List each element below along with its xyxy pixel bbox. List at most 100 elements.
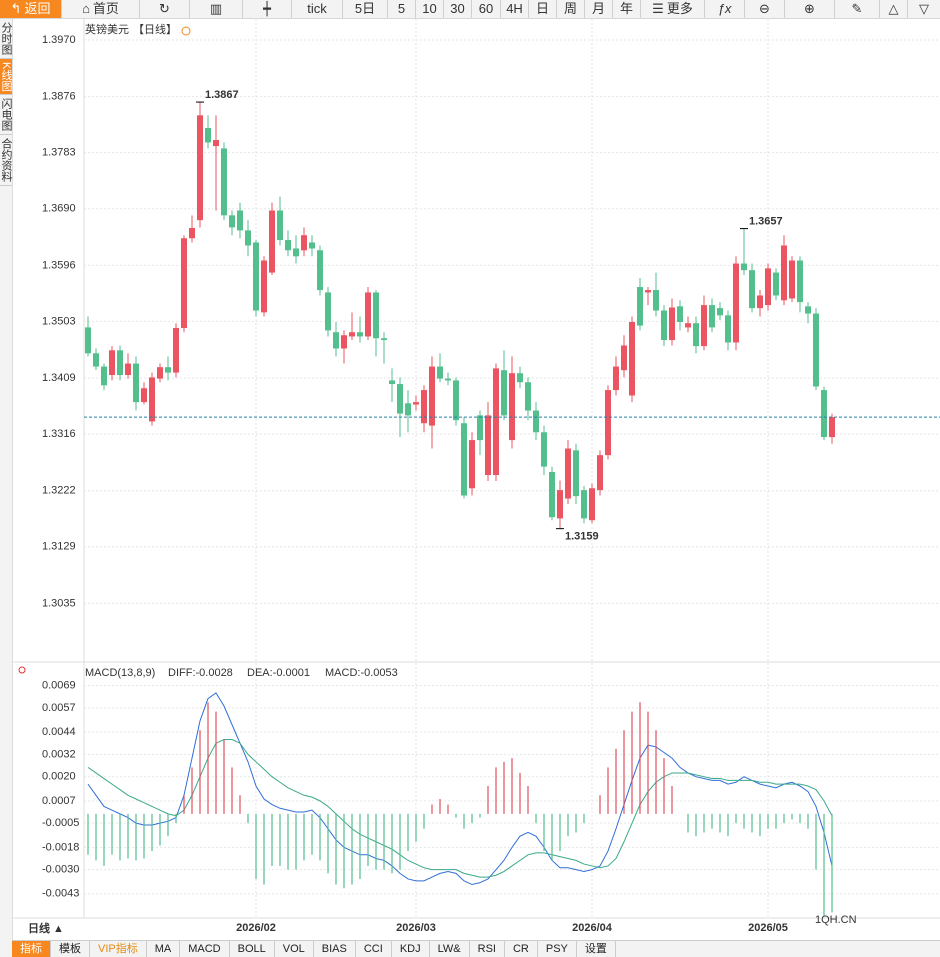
y-tick-label: 1.3222	[42, 485, 76, 497]
side-tab[interactable]: 合约资料	[0, 135, 12, 187]
y-tick-label: 1.3129	[42, 541, 76, 553]
candle-body	[813, 313, 819, 387]
period-60[interactable]: 60	[472, 0, 501, 18]
indicator-title: MACD(13,8,9)	[85, 667, 155, 679]
candle-body	[829, 417, 835, 438]
indicator-tab[interactable]: KDJ	[392, 941, 430, 957]
period-tick[interactable]: tick	[292, 0, 343, 18]
candle-body	[469, 440, 475, 489]
candle-body	[373, 292, 379, 339]
y-tick-label: 1.3783	[42, 147, 76, 159]
candle-body	[549, 472, 555, 518]
indicator-tab[interactable]: BOLL	[230, 941, 275, 957]
candle-body	[525, 382, 531, 411]
indicator-tab[interactable]: VIP指标	[90, 941, 147, 957]
candle-body	[397, 384, 403, 414]
indicator-tab[interactable]: LW&	[430, 941, 470, 957]
y-tick-label: 0.0020	[42, 771, 76, 783]
indicator-tab[interactable]: 设置	[577, 941, 616, 957]
candle-body	[301, 235, 307, 251]
extreme-label: 1.3657	[749, 215, 783, 227]
candle-body	[605, 390, 611, 456]
candle-body	[661, 310, 667, 341]
candle-body	[381, 338, 387, 341]
period-week[interactable]: 周	[557, 0, 585, 18]
legend-entry: MACD:-0.0053	[325, 667, 398, 679]
indicator-tab[interactable]: VOL	[275, 941, 314, 957]
zoom-out[interactable]: ⊖	[745, 0, 785, 18]
indicator-tab[interactable]: 模板	[51, 941, 90, 957]
draw-icon[interactable]: ✎	[835, 0, 880, 18]
legend-entry: DEA:-0.0001	[247, 667, 310, 679]
period-5d[interactable]: 5日	[343, 0, 388, 18]
refresh-button[interactable]: ↻	[140, 0, 190, 18]
toolbar: ↰ 返回 ⌂ 首页 ↻ ▥ ┿ tick 5日 5 10 30 60 4H 日 周 …	[0, 0, 940, 19]
candle-body	[645, 290, 651, 293]
candle-body	[613, 366, 619, 391]
back-label: 返回	[24, 1, 51, 16]
period-selector: 日线 ▲	[28, 921, 64, 935]
candle-body	[701, 305, 707, 347]
zoom-in[interactable]: ⊕	[785, 0, 835, 18]
instrument-title: 英镑美元	[85, 22, 129, 36]
macd-line	[87, 739, 833, 878]
period-5[interactable]: 5	[388, 0, 416, 18]
candle-body	[189, 227, 195, 239]
home-label: 首页	[92, 1, 119, 16]
indicator-tab[interactable]: RSI	[470, 941, 505, 957]
period-month[interactable]: 月	[585, 0, 613, 18]
down-icon[interactable]: ▽	[919, 1, 929, 16]
period-10[interactable]: 10	[416, 0, 444, 18]
macd-line	[87, 692, 833, 886]
y-tick-label: 1.3876	[42, 91, 76, 103]
side-tab[interactable]: K线图	[0, 59, 12, 96]
indicator-tab[interactable]: MACD	[180, 941, 230, 957]
indicator-tab[interactable]: MA	[147, 941, 181, 957]
y-tick-label: 1.3596	[42, 259, 76, 271]
extreme-label: 1.3159	[565, 531, 599, 543]
candle-body	[781, 245, 787, 301]
candle-body	[589, 488, 595, 521]
x-tick-label: 2026/05	[748, 922, 788, 934]
side-tab[interactable]: 分时图	[0, 19, 12, 59]
period-year[interactable]: 年	[613, 0, 641, 18]
candle-body	[117, 350, 123, 376]
candle-body	[405, 403, 411, 416]
y-tick-label: 1.3035	[42, 597, 76, 609]
period-day[interactable]: 日	[529, 0, 557, 18]
back-button[interactable]: ↰ 返回	[0, 0, 62, 18]
period-30[interactable]: 30	[444, 0, 472, 18]
y-tick-label: 1.3503	[42, 315, 76, 327]
indicator-tab[interactable]: CR	[505, 941, 538, 957]
candle-body	[317, 250, 323, 291]
more-button[interactable]: ☰ 更多	[641, 0, 705, 18]
add-icon	[181, 26, 191, 36]
bar-icon[interactable]: ▥	[190, 0, 243, 18]
candle-body	[557, 490, 563, 519]
candle-body	[493, 368, 499, 476]
candle-body	[261, 260, 267, 313]
candle-body	[765, 268, 771, 306]
candle-body	[309, 242, 315, 249]
period-4h[interactable]: 4H	[501, 0, 529, 18]
candle-body	[293, 248, 299, 257]
x-tick-label: 2026/02	[236, 922, 276, 934]
indicator-tab[interactable]: PSY	[538, 941, 577, 957]
indicator-tab[interactable]: BIAS	[314, 941, 356, 957]
candle-icon[interactable]: ┿	[243, 0, 292, 18]
fx-icon[interactable]: ƒx	[705, 0, 745, 18]
home-button[interactable]: ⌂ 首页	[62, 0, 140, 18]
side-tab[interactable]: 闪电图	[0, 95, 12, 136]
candle-body	[277, 210, 283, 241]
up-icon[interactable]: △	[880, 0, 908, 18]
indicator-tab[interactable]: CCI	[356, 941, 392, 957]
candle-body	[533, 410, 539, 433]
indicator-tab[interactable]: 指标	[12, 941, 51, 957]
candle-body	[237, 210, 243, 231]
candle-body	[621, 345, 627, 371]
candle-body	[101, 366, 107, 386]
candle-body	[717, 308, 723, 316]
candle-body	[789, 260, 795, 299]
y-tick-label: 1.3409	[42, 372, 76, 384]
